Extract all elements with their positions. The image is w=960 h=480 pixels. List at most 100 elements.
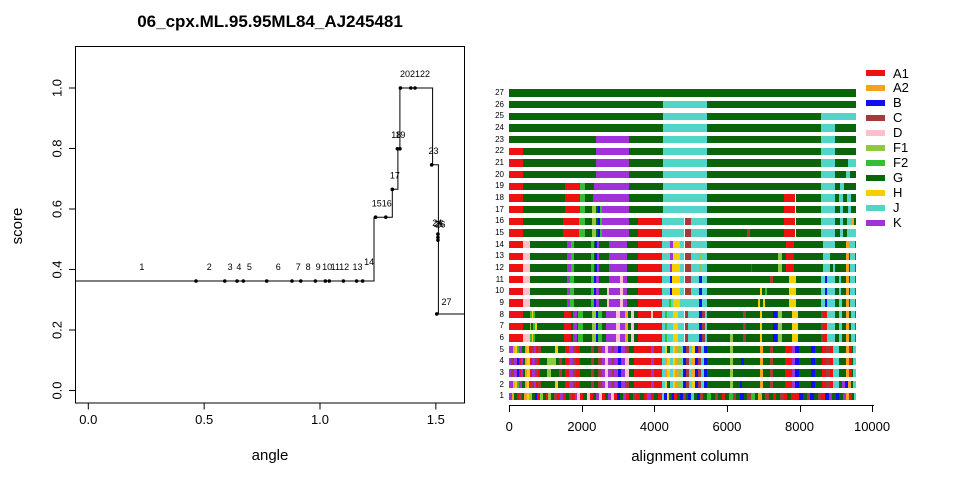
row-segment-F1: [778, 311, 783, 319]
row-segment-J: [846, 194, 851, 202]
row-segment-C: [697, 346, 701, 354]
row-segment-H: [672, 334, 678, 342]
row-label: 27: [495, 88, 504, 97]
row-segment-G: [798, 311, 821, 319]
row-segment-K: [669, 241, 673, 249]
row-segment-J: [688, 334, 700, 342]
row-segment-B: [683, 346, 687, 354]
row-segment-G: [835, 147, 857, 156]
row-segment-G: [835, 264, 846, 272]
row-segment-G: [733, 381, 740, 389]
row-segment-J: [823, 264, 831, 272]
row-segment-J: [680, 369, 684, 377]
row-segment-G: [849, 311, 851, 319]
row-segment-A2: [624, 322, 628, 331]
row-segment-G: [796, 276, 821, 284]
row-segment-F2: [579, 217, 585, 226]
row-segment-J: [661, 381, 665, 389]
row-segment-F2: [668, 299, 671, 307]
row-segment-C: [624, 346, 629, 354]
row-segment-H: [692, 346, 695, 354]
row-segment-A1: [564, 206, 581, 214]
data-point: [360, 279, 365, 283]
row-segment-K: [601, 357, 606, 366]
row-segment-G: [593, 381, 599, 389]
row-segment-G: [599, 264, 610, 272]
legend-swatch-F1: [866, 144, 885, 151]
legend-swatch-A2: [866, 84, 885, 91]
point-label: 20: [400, 69, 410, 79]
row-segment-C: [686, 369, 690, 377]
row-segment-B: [704, 357, 708, 366]
row-segment-J: [847, 229, 857, 237]
row-segment-A1: [576, 357, 581, 366]
row-segment-K: [622, 299, 627, 307]
alignment-row: [509, 299, 857, 307]
row-segment-K: [596, 159, 629, 167]
row-segment-C: [684, 334, 689, 342]
row-segment-G: [522, 217, 564, 226]
row-segment-F2: [580, 182, 586, 191]
row-segment-K: [509, 357, 512, 366]
row-segment-F1: [592, 311, 597, 319]
row-segment-F2: [590, 264, 594, 272]
row-segment-F2: [570, 299, 574, 307]
row-segment-K: [532, 369, 535, 377]
row-segment-G: [570, 311, 574, 319]
row-segment-G: [707, 170, 821, 179]
row-segment-J: [833, 346, 839, 354]
row-segment-J: [820, 170, 836, 179]
row-segment-G: [835, 194, 840, 202]
row-segment-G: [763, 357, 770, 366]
alignment-row: [509, 276, 857, 284]
row-segment-G: [835, 287, 840, 296]
row-segment-C: [590, 346, 594, 354]
row-segment-G: [839, 392, 844, 401]
row-segment-G: [551, 392, 555, 401]
row-segment-G: [830, 264, 833, 272]
y-tick-label: 0.2: [49, 321, 64, 339]
row-segment-C: [568, 392, 572, 401]
row-segment-F1: [529, 392, 532, 401]
row-segment-B: [695, 357, 698, 366]
row-segment-B: [595, 264, 597, 272]
row-segment-J: [690, 229, 708, 237]
row-segment-A1: [509, 170, 523, 179]
row-segment-A2: [664, 357, 668, 366]
row-segment-F2: [598, 334, 603, 342]
row-segment-G: [707, 147, 821, 156]
row-segment-K: [596, 252, 600, 261]
legend-swatch-D: [866, 129, 885, 136]
row-segment-J: [701, 287, 708, 296]
row-segment-J: [700, 381, 705, 389]
row-segment-G: [760, 299, 764, 307]
legend-label: F2: [893, 155, 909, 171]
row-segment-A1: [545, 392, 549, 401]
row-segment-A1: [509, 276, 523, 284]
row-segment-B: [773, 311, 777, 319]
row-segment-C: [559, 369, 562, 377]
row-segment-H: [672, 311, 678, 319]
row-segment-A1: [509, 229, 523, 237]
row-segment-D: [624, 357, 629, 366]
point-label: 17: [390, 170, 400, 180]
row-segment-A1: [638, 299, 662, 307]
row-segment-J: [850, 322, 855, 331]
row-label: 3: [499, 368, 504, 378]
x-tick: [581, 405, 583, 412]
row-segment-J: [820, 147, 836, 156]
row-segment-B: [704, 369, 708, 377]
row-segment-J: [679, 264, 685, 272]
row-segment-F1: [778, 264, 782, 272]
row-segment-B: [699, 322, 702, 331]
row-segment-A1: [638, 264, 662, 272]
row-segment-B: [697, 392, 701, 401]
row-segment-G: [849, 287, 851, 296]
row-segment-H: [672, 346, 676, 354]
row-segment-C: [682, 392, 686, 401]
point-label: 2: [207, 262, 212, 272]
row-segment-J: [661, 287, 670, 296]
row-segment-D: [630, 311, 635, 319]
